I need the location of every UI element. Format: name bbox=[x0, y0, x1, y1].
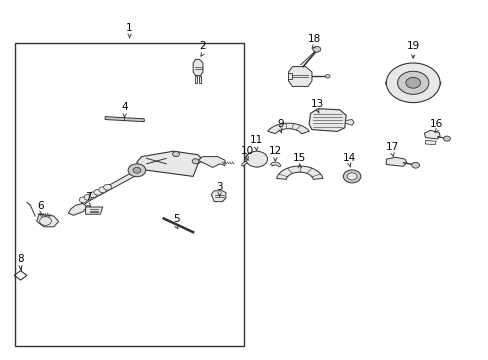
Text: 12: 12 bbox=[268, 145, 282, 156]
Circle shape bbox=[411, 162, 419, 168]
Polygon shape bbox=[198, 157, 224, 167]
Polygon shape bbox=[241, 161, 254, 166]
Polygon shape bbox=[68, 203, 87, 215]
Circle shape bbox=[172, 152, 179, 157]
Text: 6: 6 bbox=[37, 201, 43, 211]
Text: 2: 2 bbox=[199, 41, 206, 51]
Text: 8: 8 bbox=[17, 253, 24, 264]
Text: 15: 15 bbox=[292, 153, 306, 163]
Circle shape bbox=[94, 189, 102, 195]
Polygon shape bbox=[267, 123, 309, 134]
Polygon shape bbox=[198, 76, 201, 83]
Text: 17: 17 bbox=[385, 142, 399, 152]
Text: 5: 5 bbox=[172, 214, 179, 224]
Text: 19: 19 bbox=[406, 41, 419, 51]
Text: 16: 16 bbox=[429, 118, 443, 129]
Circle shape bbox=[343, 170, 360, 183]
Polygon shape bbox=[386, 157, 406, 166]
Circle shape bbox=[79, 197, 87, 203]
Polygon shape bbox=[245, 153, 249, 163]
Circle shape bbox=[443, 136, 449, 141]
Circle shape bbox=[325, 75, 329, 78]
Polygon shape bbox=[288, 67, 311, 86]
Circle shape bbox=[346, 173, 356, 180]
Polygon shape bbox=[425, 140, 435, 145]
Circle shape bbox=[89, 192, 97, 198]
Polygon shape bbox=[105, 117, 144, 122]
Polygon shape bbox=[37, 214, 59, 227]
Circle shape bbox=[397, 71, 428, 94]
Circle shape bbox=[192, 159, 199, 164]
Circle shape bbox=[245, 151, 267, 167]
Polygon shape bbox=[270, 162, 280, 167]
Text: 7: 7 bbox=[84, 192, 91, 202]
Circle shape bbox=[405, 77, 420, 88]
Text: 9: 9 bbox=[277, 118, 284, 129]
Bar bbox=[15, 43, 244, 346]
Circle shape bbox=[312, 46, 320, 52]
Polygon shape bbox=[276, 166, 322, 179]
Polygon shape bbox=[137, 151, 203, 176]
Text: 4: 4 bbox=[121, 102, 128, 112]
Text: 1: 1 bbox=[126, 23, 133, 33]
Text: 18: 18 bbox=[307, 34, 321, 44]
Circle shape bbox=[103, 184, 111, 190]
Text: 13: 13 bbox=[310, 99, 324, 109]
Circle shape bbox=[99, 187, 106, 193]
Text: 3: 3 bbox=[216, 181, 223, 192]
Polygon shape bbox=[81, 171, 138, 206]
Polygon shape bbox=[193, 59, 203, 76]
Polygon shape bbox=[308, 109, 346, 131]
Text: 11: 11 bbox=[249, 135, 263, 145]
Polygon shape bbox=[385, 82, 390, 86]
Polygon shape bbox=[287, 73, 292, 79]
Polygon shape bbox=[424, 130, 439, 139]
Polygon shape bbox=[194, 76, 197, 83]
Circle shape bbox=[386, 63, 439, 103]
Polygon shape bbox=[85, 207, 102, 214]
Circle shape bbox=[133, 167, 141, 173]
Circle shape bbox=[128, 164, 145, 177]
Text: 10: 10 bbox=[240, 145, 253, 156]
Polygon shape bbox=[345, 120, 353, 125]
Circle shape bbox=[84, 194, 92, 200]
Polygon shape bbox=[434, 82, 440, 86]
Polygon shape bbox=[211, 191, 225, 202]
Text: 14: 14 bbox=[342, 153, 356, 163]
